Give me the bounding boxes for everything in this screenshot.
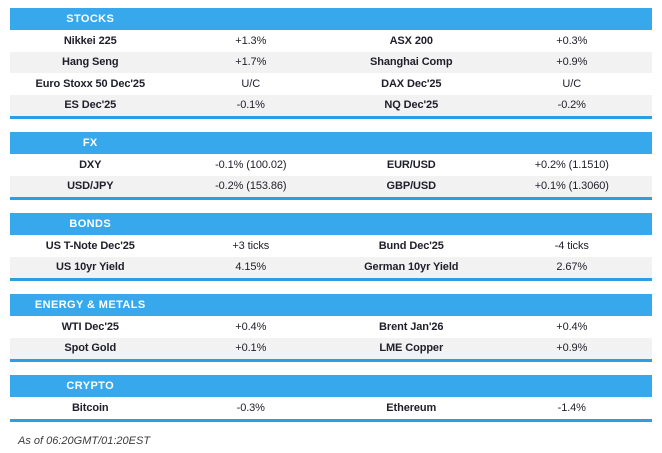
instrument-value: +0.9% (556, 342, 588, 355)
instrument-value: -0.3% (236, 401, 265, 414)
market-row: Spot Gold +0.1% LME Copper +0.9% (10, 337, 652, 359)
instrument-name: DAX Dec'25 (381, 77, 442, 90)
market-row: DXY -0.1% (100.02) EUR/USD +0.2% (1.1510… (10, 154, 652, 176)
instrument-name: Hang Seng (61, 56, 119, 69)
section-header-bar: STOCKS (10, 8, 652, 30)
instrument-value: -0.1% (100.02) (215, 158, 287, 171)
instrument-name: US 10yr Yield (56, 261, 125, 274)
market-row: USD/JPY -0.2% (153.86) GBP/USD +0.1% (1.… (10, 175, 652, 197)
instrument-name: Nikkei 225 (63, 34, 117, 47)
instrument-name: WTI Dec'25 (61, 320, 119, 333)
footer-timestamp: As of 06:20GMT/01:20EST (18, 434, 151, 447)
section-rows: WTI Dec'25 +0.4% Brent Jan'26 +0.4% Spot… (10, 316, 652, 359)
section-header-bar: CRYPTO (10, 375, 652, 397)
instrument-name: DXY (79, 158, 102, 171)
instrument-value: -0.2% (153.86) (215, 180, 287, 193)
instrument-name: USD/JPY (67, 180, 114, 193)
instrument-value: -1.4% (557, 401, 586, 414)
market-row: Nikkei 225 +1.3% ASX 200 +0.3% (10, 30, 652, 52)
market-row: Euro Stoxx 50 Dec'25 U/C DAX Dec'25 U/C (10, 73, 652, 95)
instrument-value: +0.1% (1.3060) (534, 180, 609, 193)
instrument-name: Spot Gold (64, 342, 117, 355)
section-title: STOCKS (66, 13, 115, 25)
market-section: STOCKS Nikkei 225 +1.3% ASX 200 +0.3% Ha… (10, 8, 652, 119)
instrument-value: -0.1% (236, 99, 265, 112)
instrument-name: Euro Stoxx 50 Dec'25 (35, 77, 146, 90)
instrument-name: LME Copper (379, 342, 444, 355)
instrument-value: +0.2% (1.1510) (534, 158, 609, 171)
instrument-value: +0.1% (235, 342, 267, 355)
market-section: BONDS US T-Note Dec'25 +3 ticks Bund Dec… (10, 213, 652, 281)
sections-root: STOCKS Nikkei 225 +1.3% ASX 200 +0.3% Ha… (10, 8, 652, 422)
instrument-name: ASX 200 (389, 34, 433, 47)
section-rows: Nikkei 225 +1.3% ASX 200 +0.3% Hang Seng… (10, 30, 652, 116)
market-section: CRYPTO Bitcoin -0.3% Ethereum -1.4% (10, 375, 652, 422)
instrument-value: +1.7% (235, 56, 267, 69)
instrument-value: 2.67% (556, 261, 588, 274)
section-title: FX (82, 137, 98, 149)
section-header-bar: FX (10, 132, 652, 154)
market-section: FX DXY -0.1% (100.02) EUR/USD +0.2% (1.1… (10, 132, 652, 200)
instrument-value: +0.9% (556, 56, 588, 69)
section-title: CRYPTO (66, 380, 115, 392)
instrument-name: Brent Jan'26 (379, 320, 444, 333)
instrument-name: GBP/USD (386, 180, 437, 193)
instrument-value: +0.3% (556, 34, 588, 47)
instrument-name: EUR/USD (386, 158, 436, 171)
market-row: US T-Note Dec'25 +3 ticks Bund Dec'25 -4… (10, 235, 652, 257)
market-row: Hang Seng +1.7% Shanghai Comp +0.9% (10, 51, 652, 73)
instrument-value: U/C (562, 77, 582, 90)
market-row: ES Dec'25 -0.1% NQ Dec'25 -0.2% (10, 94, 652, 116)
section-header-bar: ENERGY & METALS (10, 294, 652, 316)
instrument-value: +3 ticks (232, 239, 270, 252)
instrument-value: 4.15% (235, 261, 267, 274)
instrument-value: U/C (241, 77, 261, 90)
instrument-name: ES Dec'25 (64, 99, 117, 112)
instrument-value: -0.2% (557, 99, 586, 112)
instrument-value: +0.4% (556, 320, 588, 333)
instrument-name: Shanghai Comp (370, 56, 453, 69)
instrument-name: Bitcoin (71, 401, 109, 414)
section-title: BONDS (69, 218, 112, 230)
instrument-name: German 10yr Yield (364, 261, 459, 274)
instrument-name: Bund Dec'25 (378, 239, 444, 252)
market-row: Bitcoin -0.3% Ethereum -1.4% (10, 397, 652, 419)
section-title: ENERGY & METALS (34, 299, 146, 311)
instrument-name: US T-Note Dec'25 (45, 239, 135, 252)
instrument-name: Ethereum (386, 401, 437, 414)
section-rows: Bitcoin -0.3% Ethereum -1.4% (10, 397, 652, 419)
section-rows: US T-Note Dec'25 +3 ticks Bund Dec'25 -4… (10, 235, 652, 278)
section-header-bar: BONDS (10, 213, 652, 235)
market-row: WTI Dec'25 +0.4% Brent Jan'26 +0.4% (10, 316, 652, 338)
instrument-value: +0.4% (235, 320, 267, 333)
section-rows: DXY -0.1% (100.02) EUR/USD +0.2% (1.1510… (10, 154, 652, 197)
instrument-value: -4 ticks (554, 239, 589, 252)
instrument-value: +1.3% (235, 34, 267, 47)
market-section: ENERGY & METALS WTI Dec'25 +0.4% Brent J… (10, 294, 652, 362)
instrument-name: NQ Dec'25 (384, 99, 439, 112)
market-row: US 10yr Yield 4.15% German 10yr Yield 2.… (10, 256, 652, 278)
